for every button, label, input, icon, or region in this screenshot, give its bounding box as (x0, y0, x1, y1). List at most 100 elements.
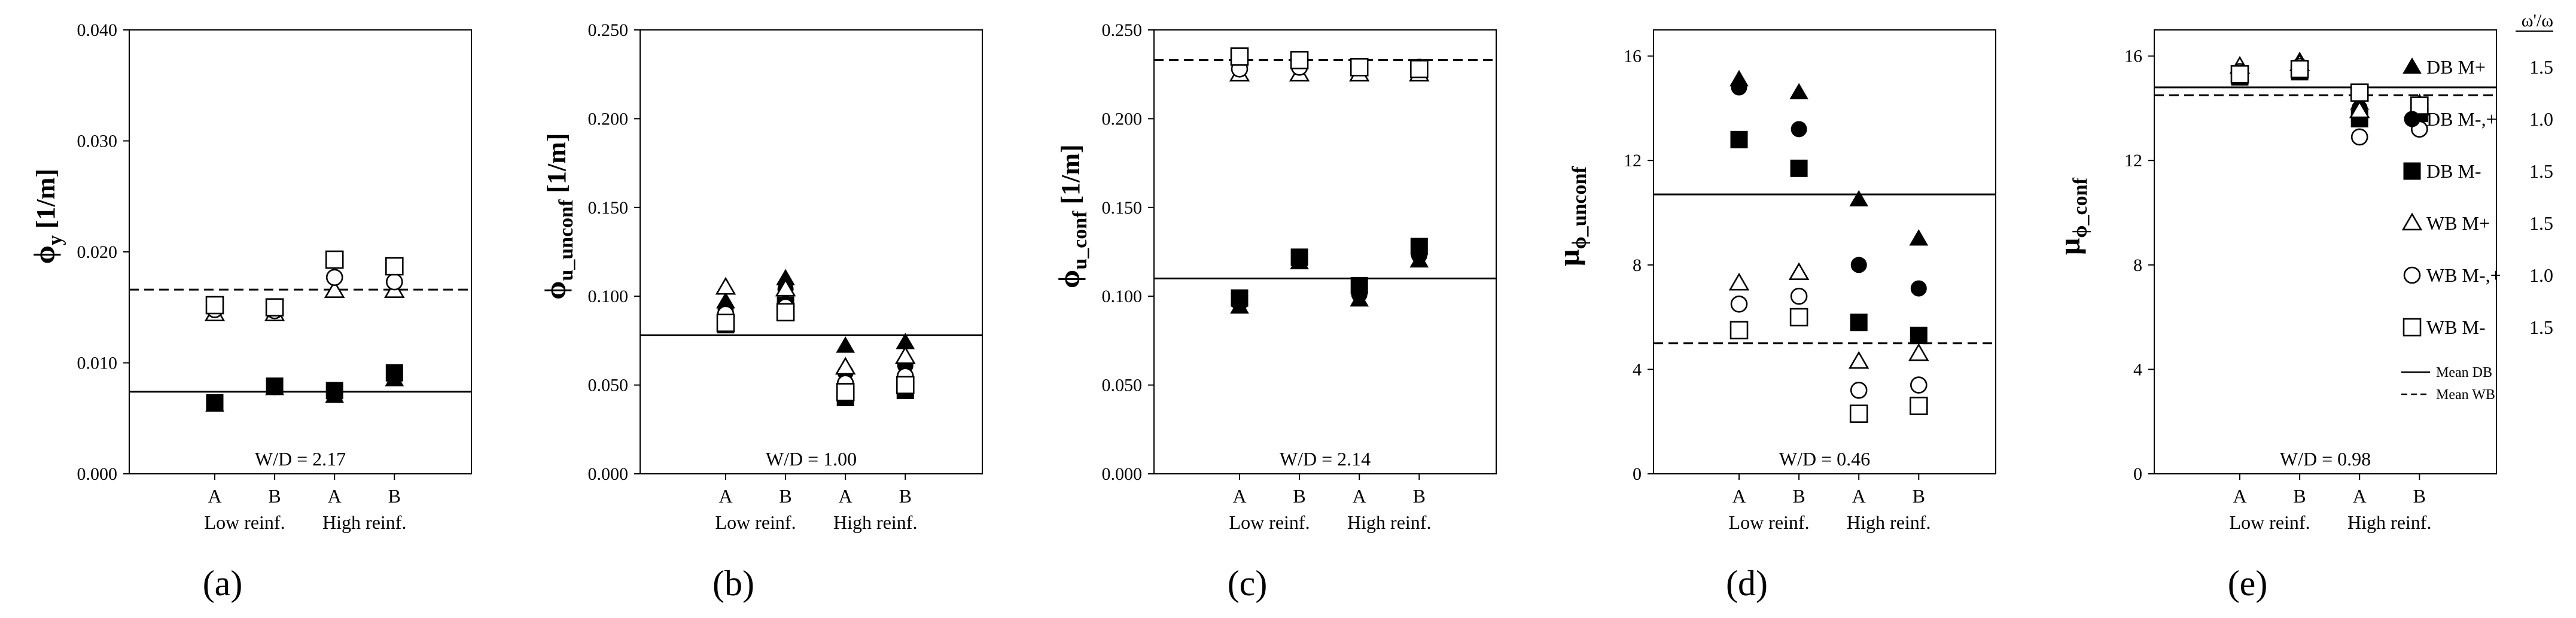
data-point (325, 382, 343, 400)
marker-shape (2404, 111, 2420, 127)
plot-area (129, 29, 472, 474)
data-point (1910, 376, 1928, 394)
data-point (2230, 65, 2249, 84)
marker-shape (1729, 321, 1749, 340)
legend-item: WB M-,+ 1.0 (2403, 264, 2553, 286)
legend-label: DB M- (2426, 160, 2481, 182)
y-tick-label: 12 (2124, 151, 2142, 171)
data-point (836, 383, 855, 401)
marker-shape (715, 276, 736, 295)
marker-shape (265, 298, 284, 317)
marker-shape (1230, 47, 1249, 66)
group-label: High reinf. (322, 512, 406, 533)
marker-shape (1731, 79, 1747, 96)
plot-area (1153, 29, 1497, 474)
data-point (1790, 159, 1808, 177)
y-axis-label: ϕu_unconf [1/m] (538, 133, 577, 299)
group-label: Low reinf. (1729, 512, 1810, 533)
legend-marker (2403, 162, 2421, 180)
legend-item: DB M+ 1.5 (2403, 56, 2553, 78)
data-point (1730, 130, 1748, 148)
marker-shape (2401, 212, 2423, 231)
legend-header: ω'/ω (2522, 11, 2553, 31)
legend-marker (2401, 212, 2423, 231)
marker-shape (2403, 57, 2422, 74)
data-point (1290, 248, 1308, 266)
marker-shape (776, 303, 795, 322)
x-tick-label: B (2293, 485, 2306, 507)
marker-shape (1290, 248, 1308, 266)
marker-shape (1849, 404, 1868, 423)
x-tick-label: A (1732, 485, 1746, 507)
y-axis-label: μϕ_unconf (1552, 166, 1591, 266)
legend-marker (2404, 111, 2420, 127)
data-point (1788, 262, 1810, 281)
y-tick-label: 0.200 (588, 109, 629, 129)
data-point (325, 250, 344, 269)
chart-panel-c: 0.000 0.050 0.100 0.150 0.200 0.250 A B A B Low re… (1052, 20, 1497, 603)
marker-shape (1850, 382, 1868, 399)
group-label: Low reinf. (1229, 512, 1310, 533)
x-tick-label: A (328, 485, 342, 507)
y-tick-label: 0.050 (1102, 376, 1143, 395)
x-tick-label: A (2233, 485, 2246, 507)
marker-shape (1910, 327, 1928, 345)
data-point (716, 313, 735, 333)
data-point (1790, 287, 1808, 305)
y-axis-label: ϕy [1/m] (28, 169, 66, 264)
y-axis-label: ϕu_conf [1/m] (1052, 144, 1091, 288)
panel-label: (c) (1228, 564, 1268, 603)
marker-shape (385, 364, 403, 382)
marker-shape (2230, 65, 2249, 84)
y-axis-label-unit: [1/m] (1056, 144, 1085, 211)
marker-shape (266, 377, 284, 395)
data-point (265, 298, 284, 317)
marker-shape (205, 296, 224, 315)
data-point (2350, 128, 2368, 146)
marker-shape (1788, 262, 1810, 281)
x-tick-label: A (208, 485, 221, 507)
legend-ratio: 1.0 (2529, 264, 2553, 286)
marker-shape (2350, 83, 2369, 102)
legend-label: DB M-,+ (2426, 108, 2497, 130)
marker-shape (775, 278, 796, 297)
marker-shape (1790, 159, 1808, 177)
panel-label: (e) (2228, 564, 2268, 603)
legend-ratio: 1.5 (2529, 316, 2553, 338)
marker-shape (1849, 190, 1869, 207)
y-tick-label: 0.040 (77, 20, 118, 40)
marker-shape (1789, 83, 1808, 100)
data-point (1410, 59, 1429, 78)
y-axis-label-unit: [1/m] (31, 169, 60, 235)
wd-annotation: W/D = 1.00 (766, 448, 857, 470)
y-tick-label: 12 (1624, 151, 1642, 171)
group-label: Low reinf. (205, 512, 285, 533)
marker-shape (1789, 308, 1808, 327)
data-point (1730, 295, 1748, 313)
marker-shape (1910, 397, 1928, 415)
marker-shape (1908, 343, 1929, 361)
x-tick-label: A (1852, 485, 1866, 507)
x-tick-label: A (1232, 485, 1246, 507)
marker-shape (1728, 272, 1750, 291)
x-tick-label: A (718, 485, 732, 507)
y-tick-label: 8 (2133, 255, 2142, 275)
marker-shape (1791, 121, 1807, 138)
data-point (385, 273, 403, 291)
data-point (1729, 321, 1749, 340)
group-label: Low reinf. (715, 512, 796, 533)
data-point (1290, 51, 1309, 69)
data-point (1850, 313, 1868, 331)
y-tick-label: 0.050 (588, 376, 629, 395)
chart-panel-b: 0.000 0.050 0.100 0.150 0.200 0.250 A B A B Low re… (538, 20, 983, 603)
wd-annotation: W/D = 0.98 (2280, 448, 2371, 470)
legend-mean-wb-label: Mean WB (2436, 387, 2495, 403)
chart-panel-e: 0 4 8 12 16 A B A B Low reinf. High reinf. W/D = 0.… (2053, 29, 2497, 603)
marker-shape (1910, 280, 1927, 297)
data-point (715, 276, 736, 295)
data-point (1728, 272, 1750, 291)
wd-annotation: W/D = 2.17 (255, 448, 346, 470)
y-axis-label-subscript: u_unconf (555, 199, 577, 281)
panel-label: (d) (1726, 564, 1768, 603)
